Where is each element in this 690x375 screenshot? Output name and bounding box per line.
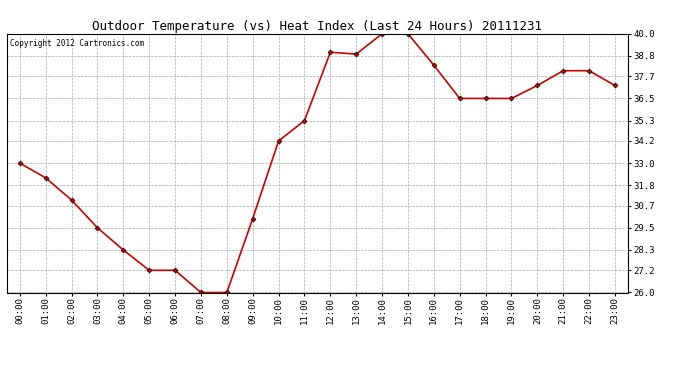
Title: Outdoor Temperature (vs) Heat Index (Last 24 Hours) 20111231: Outdoor Temperature (vs) Heat Index (Las… — [92, 20, 542, 33]
Text: Copyright 2012 Cartronics.com: Copyright 2012 Cartronics.com — [10, 39, 144, 48]
